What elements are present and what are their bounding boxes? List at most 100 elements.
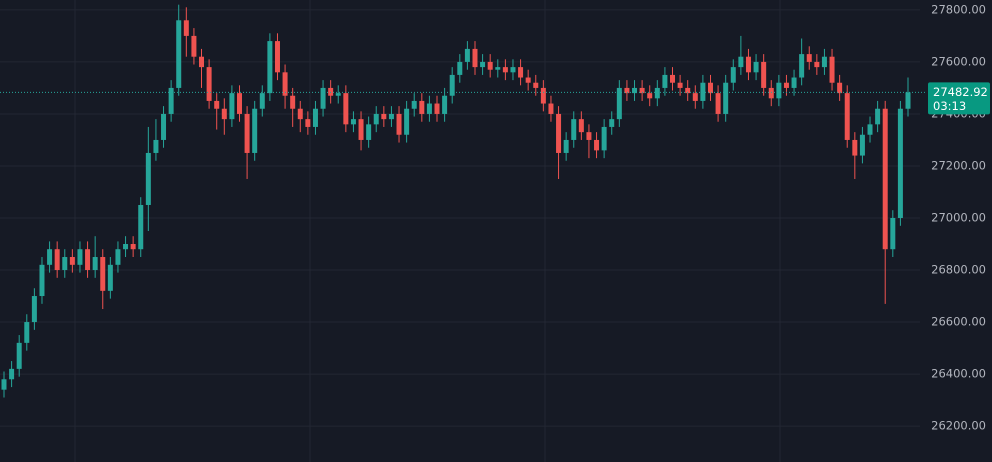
candle-body <box>632 87 638 94</box>
candle-body <box>525 77 531 83</box>
candle <box>366 116 372 148</box>
candle-body <box>145 152 151 205</box>
candle <box>594 132 600 159</box>
candle-body <box>39 264 45 297</box>
candle-body <box>153 139 159 153</box>
candle-body <box>472 48 478 68</box>
candle <box>540 80 546 112</box>
candle <box>753 54 759 81</box>
candle <box>335 85 341 104</box>
y-tick-label: 26800.00 <box>931 263 986 277</box>
candle-body <box>130 244 136 250</box>
candle-body <box>616 87 622 120</box>
candle-body <box>419 100 425 114</box>
candle <box>844 85 850 148</box>
candle-body <box>480 61 486 68</box>
candle-body <box>723 82 729 114</box>
candle <box>821 48 827 75</box>
candle <box>464 41 470 70</box>
candle <box>419 93 425 122</box>
candle-body <box>312 108 318 127</box>
candle-body <box>700 82 706 101</box>
candle <box>62 249 68 278</box>
candle <box>183 7 189 57</box>
time-grid <box>74 0 781 462</box>
candle <box>525 69 531 91</box>
candle <box>837 74 843 101</box>
candle-body <box>449 74 455 96</box>
candle-body <box>776 82 782 99</box>
candle-body <box>692 93 698 101</box>
candle <box>320 80 326 117</box>
candle-body <box>138 204 144 250</box>
candle <box>305 111 311 135</box>
candle-body <box>897 108 903 218</box>
candle-body <box>707 82 713 94</box>
candle <box>69 249 75 273</box>
candle <box>373 106 379 133</box>
candle <box>47 241 53 273</box>
candle-body <box>221 108 227 120</box>
candle <box>236 85 242 122</box>
candle-body <box>259 93 265 109</box>
candle <box>814 54 820 75</box>
candle-body <box>609 119 615 127</box>
candle-body <box>183 20 189 36</box>
candle <box>707 74 713 101</box>
candle-body <box>85 249 91 271</box>
candle <box>449 67 455 104</box>
candle <box>115 241 121 273</box>
candle-body <box>335 93 341 96</box>
candle <box>692 85 698 109</box>
candle <box>176 4 182 96</box>
candle <box>244 106 250 179</box>
candle <box>685 80 691 101</box>
candle-body <box>396 113 402 135</box>
candle-body <box>297 108 303 120</box>
candle <box>214 93 220 130</box>
y-tick-label: 27200.00 <box>931 158 986 172</box>
candle-body <box>647 93 653 99</box>
candle <box>487 54 493 78</box>
candle-body <box>533 82 539 88</box>
candle-body <box>236 93 242 114</box>
candle <box>723 74 729 122</box>
candle <box>677 74 683 96</box>
candle-body <box>518 67 524 78</box>
candle-body <box>77 249 83 265</box>
candle-body <box>92 257 98 271</box>
candle-body <box>24 322 30 343</box>
candle <box>578 111 584 140</box>
candle <box>738 35 744 75</box>
candle-body <box>829 56 835 83</box>
candle-body <box>806 54 812 62</box>
candle <box>730 59 736 91</box>
candle <box>670 67 676 91</box>
candle-body <box>31 296 37 323</box>
candle <box>259 85 265 117</box>
candle <box>761 54 767 96</box>
candle-body <box>791 77 797 88</box>
candle-body <box>191 35 197 57</box>
candle-body <box>905 92 911 109</box>
candle <box>829 48 835 91</box>
candle-body <box>639 87 645 94</box>
candle <box>168 80 174 122</box>
candle <box>411 93 417 117</box>
candle <box>875 100 881 133</box>
candle <box>358 111 364 151</box>
candle <box>548 95 554 122</box>
candle-body <box>206 67 212 101</box>
candle-body <box>373 113 379 125</box>
candle <box>426 95 432 122</box>
candle-body <box>282 72 288 96</box>
candle <box>85 241 91 278</box>
candle <box>381 106 387 127</box>
candle-body <box>890 217 896 250</box>
candle <box>282 64 288 109</box>
candle-body <box>244 113 250 153</box>
candle <box>206 59 212 109</box>
countdown-label: 03:13 <box>933 99 966 113</box>
